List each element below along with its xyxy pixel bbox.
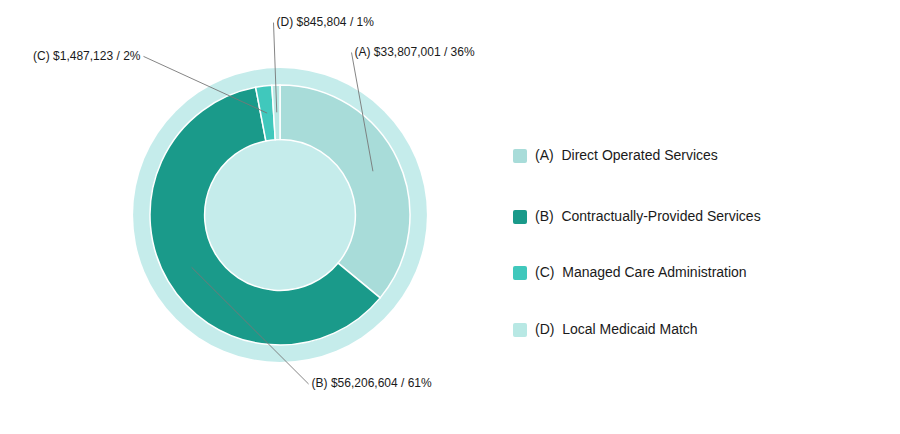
legend-entry: (C) Managed Care Administration — [535, 264, 747, 280]
data-label: (D) $845,804 / 1% — [277, 15, 375, 29]
data-label: (A) $33,807,001 / 36% — [355, 45, 475, 59]
legend-entry: (D) Local Medicaid Match — [535, 321, 698, 337]
legend-swatch — [513, 210, 527, 224]
legend-entry: (A) Direct Operated Services — [535, 147, 718, 163]
leader-line — [144, 56, 268, 113]
leader-line — [192, 267, 309, 384]
slices — [150, 85, 410, 345]
leader-line — [274, 23, 277, 113]
slice — [280, 85, 410, 298]
legend: (A) Direct Operated Services (B) Contract… — [513, 147, 761, 337]
legend-swatch — [513, 266, 527, 280]
chart: (A) $33,807,001 / 36% (B) $56,206,604 / 6… — [0, 0, 900, 434]
data-label: (B) $56,206,604 / 61% — [312, 376, 432, 390]
legend-swatch — [513, 323, 527, 337]
legend-swatch — [513, 149, 527, 163]
outer-ring — [133, 68, 427, 362]
legend-entry: (B) Contractually-Provided Services — [535, 208, 761, 224]
leader-line — [352, 53, 373, 172]
data-label: (C) $1,487,123 / 2% — [33, 49, 141, 63]
